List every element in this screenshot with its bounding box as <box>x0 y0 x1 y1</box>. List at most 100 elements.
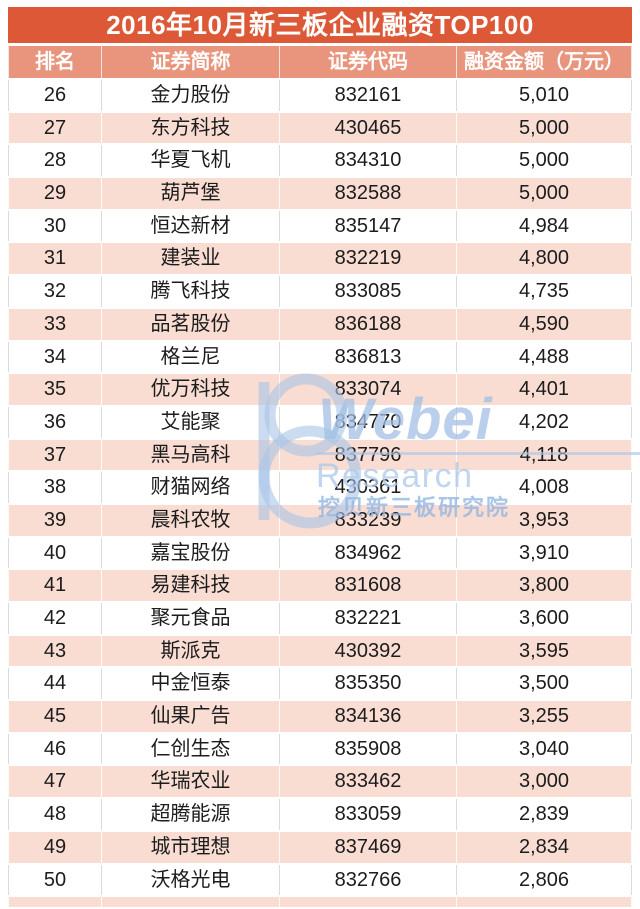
rank-cell: 43 <box>8 635 102 667</box>
code-cell <box>280 897 457 908</box>
rank-cell: 50 <box>8 864 102 896</box>
name-cell: 优万科技 <box>102 374 280 405</box>
code-cell: 833239 <box>280 504 457 536</box>
column-header-name: 证券简称 <box>102 46 280 78</box>
name-cell: 黑马高科 <box>102 439 280 471</box>
rank-cell: 29 <box>8 178 102 209</box>
table-row: 30 恒达新材 835147 4,984 <box>8 210 632 242</box>
rank-cell: 27 <box>8 112 102 144</box>
table-row: 36 艾能聚 834770 4,202 <box>8 406 632 438</box>
name-cell: 华夏飞机 <box>102 145 280 177</box>
amount-cell: 3,910 <box>457 537 632 569</box>
table-row: 38 财猫网络 430361 4,008 <box>8 472 632 503</box>
table-row: 49 城市理想 837469 2,834 <box>8 831 632 863</box>
code-cell: 837796 <box>280 439 457 471</box>
table-row: 47 华瑞农业 833462 3,000 <box>8 766 632 798</box>
table-row: 40 嘉宝股份 834962 3,910 <box>8 537 632 569</box>
table-row: 48 超腾能源 833059 2,839 <box>8 799 632 830</box>
table-body: 26 金力股份 832161 5,010 27 东方科技 430465 5,000 28 华夏飞机… <box>8 80 632 896</box>
rank-cell: 37 <box>8 439 102 471</box>
column-header-rank: 排名 <box>8 46 102 78</box>
name-cell: 仁创生态 <box>102 733 280 765</box>
table-row: 27 东方科技 430465 5,000 <box>8 112 632 144</box>
name-cell: 嘉宝股份 <box>102 537 280 569</box>
table-title: 2016年10月新三板企业融资TOP100 <box>8 7 632 43</box>
table-row: 39 晨科农牧 833239 3,953 <box>8 504 632 536</box>
code-cell: 430361 <box>280 472 457 503</box>
amount-cell: 4,984 <box>457 210 632 242</box>
code-cell: 835350 <box>280 668 457 700</box>
table-row: 35 优万科技 833074 4,401 <box>8 374 632 405</box>
name-cell <box>102 897 280 908</box>
name-cell: 东方科技 <box>102 112 280 144</box>
amount-cell: 3,040 <box>457 733 632 765</box>
code-cell: 831608 <box>280 570 457 601</box>
table-row: 42 聚元食品 832221 3,600 <box>8 603 632 634</box>
name-cell: 艾能聚 <box>102 406 280 438</box>
amount-cell: 5,010 <box>457 80 632 111</box>
name-cell: 品茗股份 <box>102 308 280 340</box>
amount-cell: 3,595 <box>457 635 632 667</box>
code-cell: 834136 <box>280 701 457 732</box>
name-cell: 城市理想 <box>102 831 280 863</box>
name-cell: 晨科农牧 <box>102 504 280 536</box>
name-cell: 建装业 <box>102 243 280 275</box>
rank-cell: 48 <box>8 799 102 830</box>
code-cell: 837469 <box>280 831 457 863</box>
rank-cell: 44 <box>8 668 102 700</box>
rank-cell: 45 <box>8 701 102 732</box>
code-cell: 833462 <box>280 766 457 798</box>
rank-cell: 40 <box>8 537 102 569</box>
rank-cell: 28 <box>8 145 102 177</box>
column-header-code: 证券代码 <box>280 46 457 78</box>
name-cell: 易建科技 <box>102 570 280 601</box>
code-cell: 832766 <box>280 864 457 896</box>
amount-cell: 5,000 <box>457 178 632 209</box>
name-cell: 葫芦堡 <box>102 178 280 209</box>
amount-cell: 3,600 <box>457 603 632 634</box>
amount-cell: 5,000 <box>457 145 632 177</box>
code-cell: 430392 <box>280 635 457 667</box>
name-cell: 恒达新材 <box>102 210 280 242</box>
table-row: 26 金力股份 832161 5,010 <box>8 80 632 111</box>
amount-cell: 5,000 <box>457 112 632 144</box>
rank-cell: 30 <box>8 210 102 242</box>
rank-cell: 39 <box>8 504 102 536</box>
code-cell: 832219 <box>280 243 457 275</box>
rank-cell: 32 <box>8 276 102 307</box>
rank-cell: 42 <box>8 603 102 634</box>
amount-cell: 4,488 <box>457 341 632 373</box>
name-cell: 聚元食品 <box>102 603 280 634</box>
amount-cell: 4,008 <box>457 472 632 503</box>
table-row: 46 仁创生态 835908 3,040 <box>8 733 632 765</box>
table-row: 29 葫芦堡 832588 5,000 <box>8 178 632 209</box>
code-cell: 833059 <box>280 799 457 830</box>
code-cell: 430465 <box>280 112 457 144</box>
table-row: 45 仙果广告 834136 3,255 <box>8 701 632 732</box>
partial-next-row <box>8 897 632 908</box>
amount-cell: 4,401 <box>457 374 632 405</box>
amount-cell: 3,953 <box>457 504 632 536</box>
table-row: 34 格兰尼 836813 4,488 <box>8 341 632 373</box>
amount-cell: 3,255 <box>457 701 632 732</box>
amount-cell: 3,500 <box>457 668 632 700</box>
code-cell: 835908 <box>280 733 457 765</box>
name-cell: 金力股份 <box>102 80 280 111</box>
table-row: 32 腾飞科技 833085 4,735 <box>8 276 632 307</box>
name-cell: 沃格光电 <box>102 864 280 896</box>
table-row: 37 黑马高科 837796 4,118 <box>8 439 632 471</box>
table-row: 33 品茗股份 836188 4,590 <box>8 308 632 340</box>
rank-cell: 31 <box>8 243 102 275</box>
rank-cell <box>8 897 102 908</box>
rank-cell: 26 <box>8 80 102 111</box>
table-row: 31 建装业 832219 4,800 <box>8 243 632 275</box>
rank-cell: 46 <box>8 733 102 765</box>
rank-cell: 33 <box>8 308 102 340</box>
rank-cell: 47 <box>8 766 102 798</box>
code-cell: 835147 <box>280 210 457 242</box>
table-row: 44 中金恒泰 835350 3,500 <box>8 668 632 700</box>
amount-cell: 3,800 <box>457 570 632 601</box>
name-cell: 超腾能源 <box>102 799 280 830</box>
financing-top100-table: 2016年10月新三板企业融资TOP100 排名 证券简称 证券代码 融资金额（… <box>8 7 632 908</box>
amount-cell: 4,590 <box>457 308 632 340</box>
